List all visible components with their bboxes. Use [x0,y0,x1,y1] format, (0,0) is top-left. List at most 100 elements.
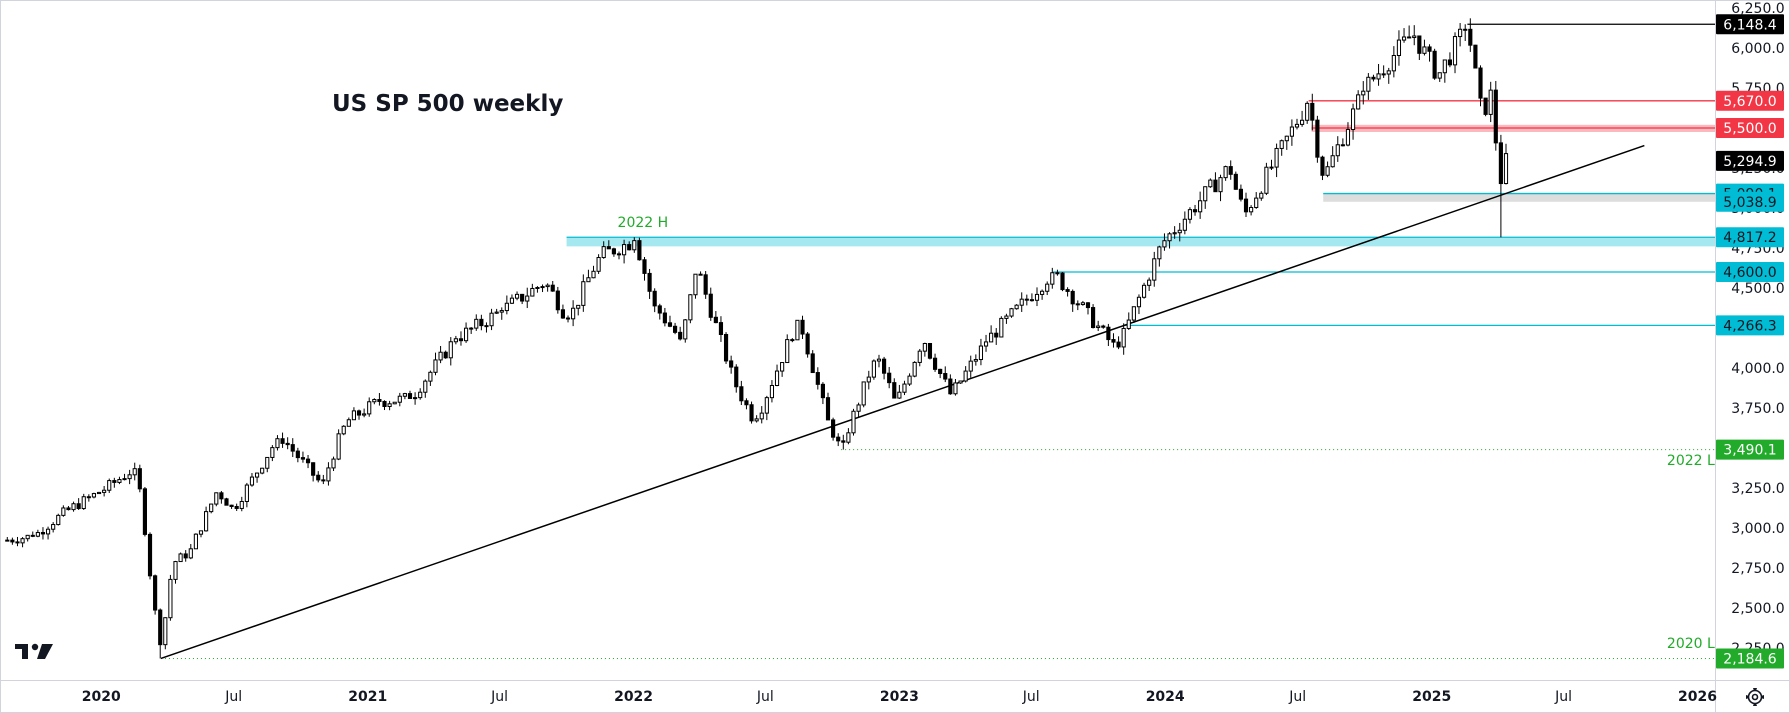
candle-body [1024,298,1029,301]
time-axis[interactable]: 2020 Jul 2021 Jul 2022 Jul 2023 Jul 2024 Jul 2025 J… [82,689,1717,705]
candle-body [718,322,724,335]
candle-body [815,372,820,385]
price-tag-label: 5,294.9 [1723,154,1776,170]
candle-body [362,413,367,416]
candle-body [978,345,984,361]
candle-body [520,293,525,302]
candle-body [1350,108,1356,130]
candle-body [1019,298,1024,306]
candle-body [632,240,637,251]
candle-body [81,496,86,510]
candle-body [754,418,759,422]
candle-body [458,338,464,342]
candle-body [51,524,56,530]
candle-body [20,538,25,544]
candle-body [336,433,341,460]
candle-body [586,277,591,283]
candle-body [1483,97,1488,115]
candle-body [163,617,168,646]
candle-body [30,534,35,537]
candle-body [769,385,775,399]
candle-body [489,312,494,327]
gear-icon[interactable] [1746,688,1764,706]
candle-body [897,391,902,399]
candle-body [1361,90,1366,96]
annotation-label: 2020 L [1667,636,1715,652]
candle-body [581,281,586,306]
candle-body [1091,307,1096,329]
candle-body [1004,315,1009,319]
candle-body [382,400,387,408]
candle-body [1381,73,1386,76]
candle-body [831,419,836,438]
candle-body [453,338,458,343]
trendline [160,144,1645,660]
candle-body [1034,293,1040,301]
candle-body [1065,289,1070,292]
candle-body [305,458,311,464]
candle-body [1264,166,1269,194]
level-lines [160,23,1715,659]
candle-body [71,503,76,511]
candle-body [117,479,122,483]
candle-body [938,368,943,375]
candle-body [1345,128,1351,146]
candle-body [1106,326,1111,341]
candle-body [438,351,443,361]
candle-body [652,290,657,307]
candle-body [882,358,887,374]
candle-body [606,246,611,250]
candle-body [1391,54,1396,72]
candle-body [494,311,499,314]
tradingview-logo-icon[interactable] [15,643,53,659]
candle-body [1182,218,1187,231]
candle-body [153,575,158,611]
candle-body [86,496,91,499]
candle-body [540,286,545,289]
candle-body [887,372,892,384]
candle-body [132,468,137,476]
candle-body [1243,198,1249,213]
candle-body [423,380,428,393]
candle-body [1162,240,1167,248]
price-tag [1716,439,1784,460]
candle-body [637,240,642,261]
price-tag-label: 2,184.6 [1723,651,1777,667]
candle-body [407,393,413,399]
candle-body [953,382,958,395]
candle-body [1493,89,1498,144]
candle-body [1330,155,1335,168]
candle-body [479,318,484,327]
candle-body [76,503,81,510]
candle-body [229,504,234,508]
candle-body [214,492,219,505]
candle-body [1218,177,1223,193]
candle-body [443,351,448,359]
candle-body [932,357,938,370]
candle-body [1085,302,1091,309]
candle-body [270,447,275,458]
candle-body [851,410,856,434]
candle-body [1040,290,1045,295]
candle-body [902,383,907,393]
candle-body [989,332,994,343]
candle-body [994,332,999,338]
candle-body [622,244,627,256]
candle-body [509,297,515,304]
candle-body [1447,59,1453,66]
candle-body [1136,296,1142,308]
candle-body [193,533,198,550]
x-tick-label: 2023 [880,689,919,705]
price-tag [1716,150,1784,171]
candle-body [647,272,652,292]
candle-body [463,327,469,342]
candle-body [973,359,978,362]
candle-body [1254,197,1259,208]
candle-body [402,393,407,397]
candle-body [1458,28,1463,38]
zone-band [1323,193,1715,202]
candle-body [387,403,392,408]
candle-body [627,244,632,251]
candle-body [377,399,382,402]
